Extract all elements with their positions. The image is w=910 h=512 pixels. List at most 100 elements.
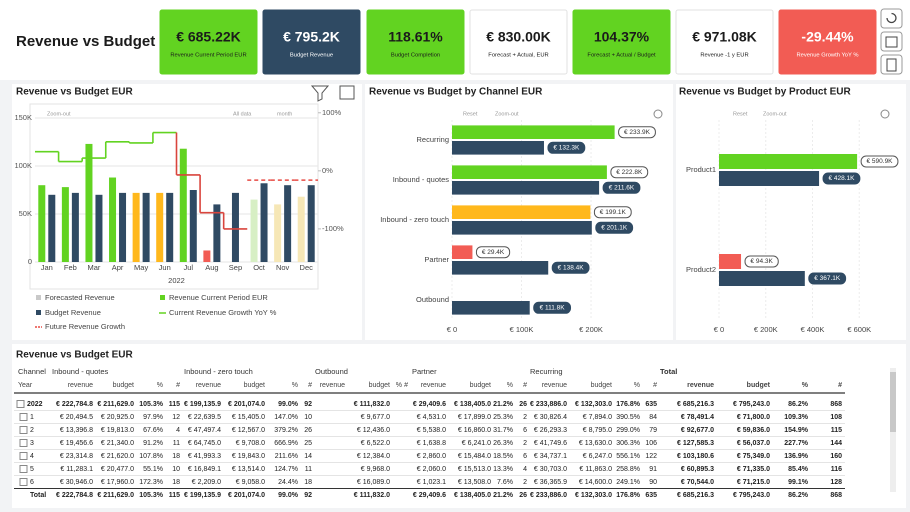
table-cell: € 13,630.0 [579, 440, 612, 447]
table-cell: 55.1% [143, 466, 163, 473]
table-cell: 128 [830, 479, 842, 486]
value-label-box [860, 155, 899, 168]
table-cell: € 41,993.3 [188, 453, 221, 460]
table-cell: € 5,538.0 [417, 427, 446, 434]
export-icon [886, 58, 897, 72]
table-cell: 227.7% [784, 440, 809, 447]
bar [452, 165, 607, 179]
table-cell: 6 [30, 479, 34, 486]
bar [719, 171, 820, 186]
table-cell: € 16,860.0 [458, 427, 491, 434]
table-cell: 2 [523, 479, 527, 486]
value-label: € 132.3K [553, 145, 580, 152]
x-tick-label: € 200K [754, 325, 778, 334]
x-tick-label: Nov [276, 263, 290, 272]
value-label-box [610, 166, 649, 179]
bar [179, 148, 187, 262]
x-tick-label: € 0 [447, 325, 457, 334]
table-cell: € 13,514.0 [232, 466, 265, 473]
column-header: # [838, 382, 842, 389]
table-cell: € 17,899.0 [458, 414, 491, 421]
table-cell: € 795,243.0 [733, 492, 770, 499]
table-cell: 7.6% [497, 479, 513, 486]
bar [119, 192, 127, 262]
kpi-label: Revenue Current Period EUR [170, 53, 246, 59]
expand-toggle[interactable] [19, 426, 28, 434]
table-cell: 136.9% [784, 453, 809, 460]
refresh-button[interactable] [880, 8, 903, 29]
column-header: budget [591, 382, 612, 389]
value-label: € 428.1K [828, 175, 855, 182]
kpi-value: € 795.2K [283, 29, 340, 45]
bar [260, 183, 268, 262]
x-tick-label: Jan [41, 263, 53, 272]
filter-icon[interactable] [310, 85, 330, 102]
table-cell: 3 [30, 440, 34, 447]
expand-toggle[interactable] [16, 400, 25, 408]
expand-icon[interactable] [339, 85, 355, 100]
table-cell: 635 [645, 492, 657, 499]
bar [297, 196, 305, 262]
category-label: Partner [424, 255, 449, 264]
table-cell: 11 [173, 440, 180, 447]
table-cell: € 14,600.0 [579, 479, 612, 486]
table-cell: € 795,243.0 [733, 401, 770, 408]
y2-tick-label: 100% [322, 108, 342, 117]
table-cell: € 685,216.3 [677, 492, 714, 499]
y2-tick-label: -100% [322, 224, 344, 233]
category-label: Inbound - zero touch [380, 215, 449, 224]
table-cell: 868 [830, 492, 842, 499]
table-cell: 160 [830, 453, 842, 460]
table-cell: € 233,886.0 [530, 401, 567, 408]
table-cell: 24.4% [278, 479, 298, 486]
expand-toggle[interactable] [19, 413, 28, 421]
table-cell: € 111,832.0 [354, 492, 390, 499]
table-cell: 556.1% [616, 453, 640, 460]
table-cell: 258.8% [616, 466, 640, 473]
table-cell: € 17,960.0 [101, 479, 134, 486]
table-cell: € 22,639.5 [188, 414, 221, 421]
calendar-button[interactable] [880, 31, 903, 52]
table-cell: € 71,335.0 [737, 466, 770, 473]
table-cell: 92 [304, 492, 312, 499]
table-cell: € 21,340.0 [101, 440, 134, 447]
table-cell: 868 [830, 401, 842, 408]
table-cell: 249.1% [616, 479, 640, 486]
x-tick-label: Feb [64, 263, 77, 272]
expand-toggle[interactable] [19, 465, 28, 473]
x-tick-label: May [134, 263, 148, 272]
export-button[interactable] [880, 54, 903, 75]
table-cell: 26 [519, 401, 527, 408]
table-cell: € 12,384.0 [357, 453, 390, 460]
column-header: # [653, 382, 657, 389]
expand-toggle[interactable] [19, 452, 28, 460]
column-header: budget [113, 382, 134, 389]
table-cell: 91.2% [143, 440, 163, 447]
bar [142, 192, 150, 262]
table-cell: 390.5% [616, 414, 640, 421]
x-tick-label: € 100K [510, 325, 534, 334]
table-cell: € 75,349.0 [737, 453, 770, 460]
table-cell: € 11,863.0 [579, 466, 612, 473]
x-tick-label: Dec [300, 263, 314, 272]
scrollbar-thumb[interactable] [890, 372, 896, 432]
table-cell: € 78,491.4 [681, 414, 714, 421]
table-cell: € 30,826.4 [534, 414, 567, 421]
table-cell: 2 [30, 427, 34, 434]
expand-toggle[interactable] [19, 478, 28, 486]
expand-toggle[interactable] [19, 439, 28, 447]
table-cell: € 16,849.1 [188, 466, 221, 473]
table-cell: 79 [649, 427, 657, 434]
table-cell: 1 [30, 414, 34, 421]
table-title: Revenue vs Budget EUR [16, 350, 133, 361]
y-tick-label: 50K [19, 209, 32, 218]
table-cell: 84 [649, 414, 657, 421]
info-icon[interactable] [880, 109, 890, 119]
table-cell: € 64,745.0 [188, 440, 221, 447]
kpi-value: € 830.00K [486, 29, 551, 45]
plot-frame [29, 103, 319, 290]
table-cell: € 199,135.9 [184, 401, 221, 408]
column-header: % [396, 382, 402, 389]
info-icon[interactable] [653, 109, 663, 119]
table-cell: € 6,247.0 [583, 453, 612, 460]
